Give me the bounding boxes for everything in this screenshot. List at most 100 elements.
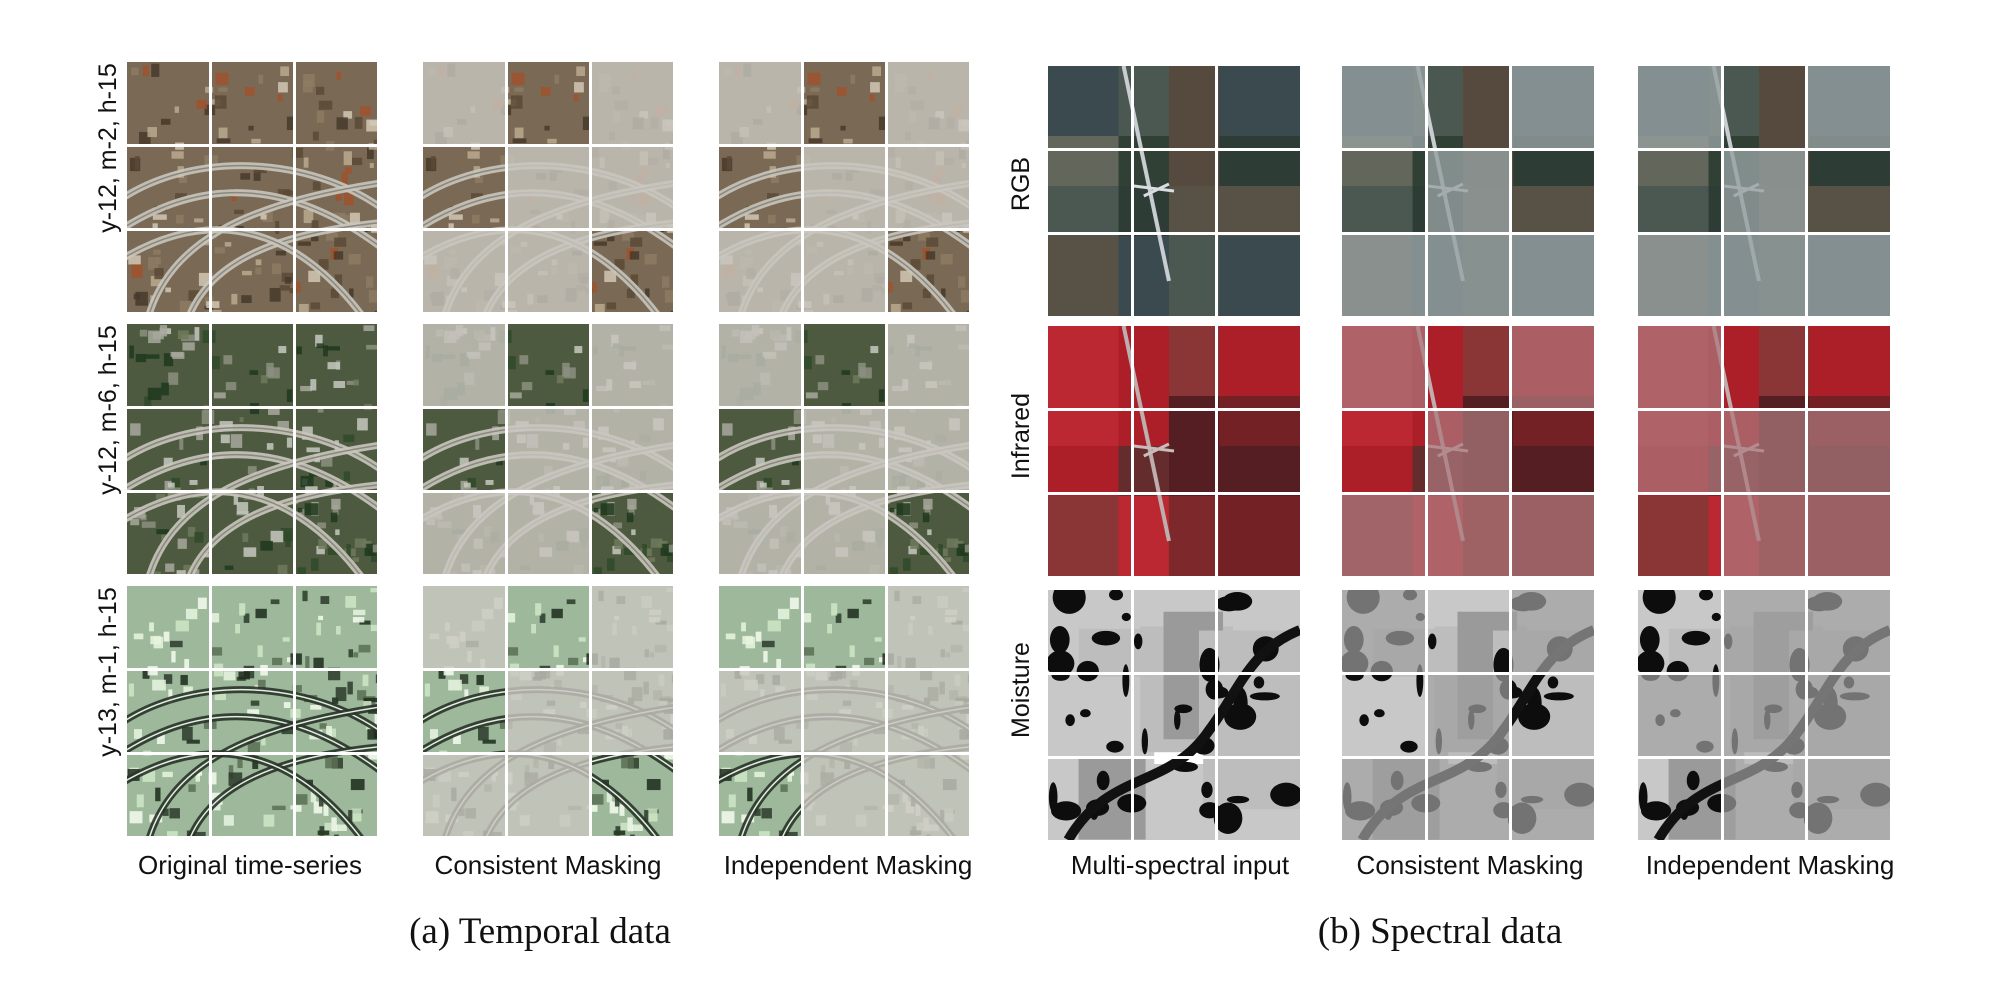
mask-patch <box>1722 149 1806 233</box>
mask-patch <box>1722 492 1806 576</box>
mask-patch <box>1510 756 1594 840</box>
mask-patch <box>1426 756 1510 840</box>
mask-patch <box>1638 673 1722 757</box>
col-label-b-2: Consistent Masking <box>1356 850 1584 880</box>
mask-patch <box>1806 756 1890 840</box>
mask-patch <box>589 62 673 146</box>
mask-patch <box>885 145 969 229</box>
mask-patch <box>1510 66 1594 150</box>
mask-patch <box>423 752 507 836</box>
spectral-consistent-2 <box>1342 326 1594 576</box>
mask-patch <box>885 62 969 146</box>
mask-patch <box>1638 232 1722 316</box>
col-label-b-1: Multi-spectral input <box>1070 850 1290 880</box>
temporal-consistent-1 <box>423 62 673 312</box>
mask-patch <box>1510 590 1594 674</box>
mask-patch <box>1510 492 1594 576</box>
col-label-a-3: Independent Masking <box>723 850 973 880</box>
mask-patch <box>1342 66 1426 150</box>
caption-a: (a) Temporal data <box>409 911 671 952</box>
spectral-consistent-3 <box>1342 590 1594 840</box>
temporal-consistent-3 <box>423 586 673 836</box>
mask-patch <box>423 324 507 408</box>
mask-patch <box>1806 673 1890 757</box>
mask-patch <box>506 145 590 229</box>
mask-patch <box>719 490 803 574</box>
mask-patch <box>719 324 803 408</box>
mask-patch <box>1426 149 1510 233</box>
temporal-consistent-2 <box>423 324 673 574</box>
col-label-b-3: Independent Masking <box>1645 850 1895 880</box>
mask-patch <box>719 228 803 312</box>
mask-patch <box>1806 492 1890 576</box>
mask-patch <box>506 407 590 491</box>
temporal-original-2 <box>127 324 377 574</box>
mask-patch <box>1510 326 1594 410</box>
temporal-independent-1 <box>719 62 969 312</box>
mask-patch <box>1806 590 1890 674</box>
mask-patch <box>802 669 886 753</box>
mask-patch <box>1638 326 1722 410</box>
spectral-independent-3 <box>1638 590 1890 840</box>
mask-patch <box>802 752 886 836</box>
mask-patch <box>885 752 969 836</box>
mask-patch <box>1342 326 1426 410</box>
mask-patch <box>423 490 507 574</box>
mask-patch <box>1342 756 1426 840</box>
caption-b: (b) Spectral data <box>1317 911 1563 952</box>
mask-patch <box>885 669 969 753</box>
mask-patch <box>1638 66 1722 150</box>
mask-patch <box>1426 232 1510 316</box>
mask-patch <box>885 407 969 491</box>
mask-patch <box>423 62 507 146</box>
mask-patch <box>802 490 886 574</box>
mask-patch <box>1510 232 1594 316</box>
mask-patch <box>885 324 969 408</box>
spectral-input-1 <box>1048 66 1300 316</box>
mask-patch <box>1722 232 1806 316</box>
mask-patch <box>423 586 507 670</box>
spectral-independent-1 <box>1638 66 1890 316</box>
spectral-consistent-1 <box>1342 66 1594 316</box>
mask-patch <box>589 586 673 670</box>
temporal-original-1 <box>127 62 377 312</box>
temporal-independent-3 <box>719 586 969 836</box>
mask-patch <box>1722 673 1806 757</box>
spectral-independent-2 <box>1638 326 1890 576</box>
mask-patch <box>506 669 590 753</box>
mask-patch <box>1426 492 1510 576</box>
mask-patch <box>885 586 969 670</box>
row-label-b-1: RGB <box>1007 156 1035 212</box>
row-label-a-2: y-12, m-6, h-15 <box>94 325 122 495</box>
temporal-independent-2 <box>719 324 969 574</box>
mask-patch <box>589 324 673 408</box>
mask-patch <box>1722 756 1806 840</box>
col-label-a-2: Consistent Masking <box>434 850 662 880</box>
col-label-a-1: Original time-series <box>138 850 362 880</box>
mask-patch <box>1342 492 1426 576</box>
mask-patch <box>1342 232 1426 316</box>
row-label-b-3: Moisture <box>1007 642 1035 738</box>
mask-patch <box>589 145 673 229</box>
mask-patch <box>719 669 803 753</box>
mask-patch <box>719 62 803 146</box>
mask-patch <box>589 669 673 753</box>
spectral-input-2 <box>1048 326 1300 576</box>
mask-patch <box>1638 409 1722 493</box>
mask-patch <box>589 407 673 491</box>
mask-patch <box>506 752 590 836</box>
row-label-a-3: y-13, m-1, h-15 <box>94 587 122 757</box>
mask-patch <box>423 228 507 312</box>
mask-patch <box>802 228 886 312</box>
mask-patch <box>1722 409 1806 493</box>
row-label-a-1: y-12, m-2, h-15 <box>94 63 122 233</box>
mask-patch <box>1426 409 1510 493</box>
mask-patch <box>1806 66 1890 150</box>
mask-patch <box>506 490 590 574</box>
mask-patch <box>506 228 590 312</box>
mask-patch <box>1806 409 1890 493</box>
temporal-original-3 <box>127 586 377 836</box>
mask-patch <box>802 407 886 491</box>
mask-patch <box>1426 673 1510 757</box>
